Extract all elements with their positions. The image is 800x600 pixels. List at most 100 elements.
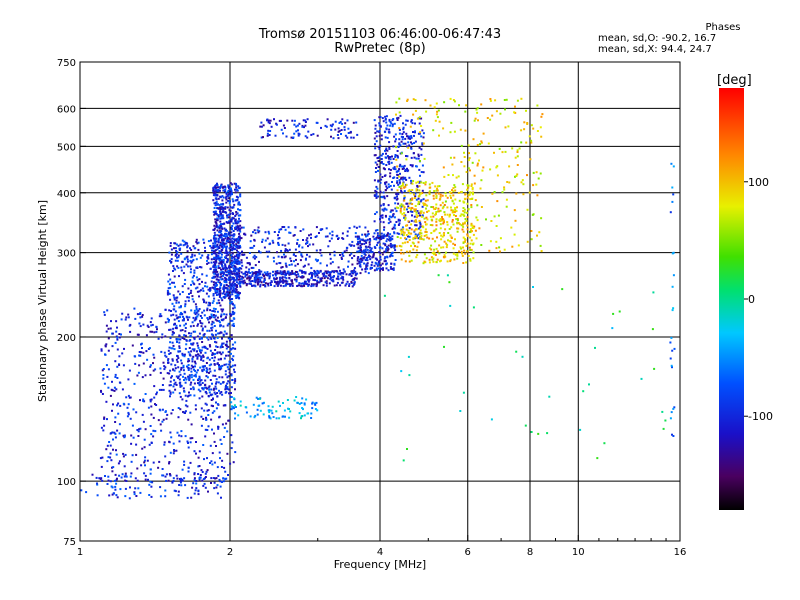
data-point	[198, 348, 201, 351]
data-point	[176, 251, 179, 254]
data-point	[206, 368, 209, 371]
data-point	[393, 166, 396, 169]
data-point	[343, 128, 346, 131]
data-point	[420, 215, 423, 218]
data-point	[476, 219, 479, 222]
data-point	[218, 231, 221, 234]
data-point	[224, 188, 227, 191]
data-point	[187, 358, 190, 360]
data-point	[221, 265, 224, 268]
data-point	[287, 226, 290, 229]
data-point	[138, 428, 141, 431]
data-point	[105, 330, 108, 333]
data-point	[398, 165, 401, 168]
data-point	[399, 144, 402, 147]
data-point	[225, 192, 228, 195]
data-point	[331, 230, 334, 233]
data-point	[169, 474, 172, 477]
data-point	[236, 244, 239, 247]
data-point	[220, 213, 223, 215]
data-point	[315, 226, 318, 229]
data-point	[235, 297, 238, 299]
data-point	[217, 299, 220, 302]
data-point	[362, 250, 365, 253]
data-point	[238, 278, 241, 281]
data-point	[435, 211, 438, 213]
data-point	[294, 248, 297, 251]
data-point	[102, 368, 105, 370]
data-point	[408, 176, 411, 179]
data-point	[387, 156, 390, 159]
data-point	[180, 313, 183, 316]
data-point	[189, 265, 192, 268]
data-point	[221, 259, 223, 262]
data-point	[197, 388, 200, 391]
data-point	[208, 304, 211, 307]
data-point	[110, 388, 113, 391]
data-point	[325, 125, 328, 128]
data-point	[208, 364, 211, 367]
data-point	[417, 153, 420, 156]
data-point	[129, 486, 131, 489]
data-point	[220, 184, 222, 187]
data-point	[454, 207, 457, 209]
data-point	[193, 394, 196, 397]
data-point	[173, 281, 175, 284]
data-point	[198, 354, 201, 357]
data-point	[359, 240, 361, 243]
data-point	[219, 206, 222, 209]
data-point	[417, 233, 420, 236]
data-point	[214, 246, 217, 249]
data-point	[410, 141, 412, 144]
data-point	[220, 233, 223, 235]
data-point	[291, 284, 294, 287]
data-point	[448, 240, 451, 243]
data-point	[411, 214, 413, 217]
data-point	[213, 461, 216, 464]
data-point	[214, 188, 217, 191]
data-point	[397, 193, 400, 196]
data-point	[404, 137, 407, 140]
data-point	[445, 251, 447, 254]
data-point	[183, 379, 185, 381]
data-point	[181, 352, 184, 355]
data-point	[196, 266, 199, 269]
data-point	[109, 444, 112, 447]
data-point	[491, 192, 494, 195]
data-point	[392, 145, 395, 148]
data-point	[214, 393, 217, 396]
data-point	[170, 363, 173, 366]
data-point	[458, 250, 460, 253]
data-point	[220, 225, 223, 228]
data-point	[224, 293, 226, 296]
data-point	[396, 181, 399, 184]
data-point	[414, 208, 417, 211]
data-point	[672, 274, 675, 277]
data-point	[192, 316, 195, 319]
data-point	[130, 460, 133, 463]
data-point	[215, 240, 218, 243]
data-point	[408, 254, 411, 257]
data-point	[249, 272, 252, 274]
data-point	[388, 141, 391, 144]
data-point	[382, 203, 385, 206]
data-point	[165, 473, 168, 476]
data-point	[310, 133, 313, 136]
data-point	[404, 123, 407, 126]
data-point	[204, 428, 207, 431]
data-point	[234, 364, 237, 367]
data-point	[419, 231, 421, 234]
data-point	[236, 284, 238, 287]
data-point	[391, 119, 394, 122]
data-point	[224, 206, 227, 209]
data-point	[293, 123, 296, 126]
data-point	[466, 224, 469, 227]
data-point	[277, 244, 280, 246]
data-point	[499, 112, 502, 115]
data-point	[462, 230, 465, 233]
data-point	[221, 241, 224, 244]
data-point	[472, 242, 475, 245]
data-point	[405, 234, 408, 236]
data-point	[287, 272, 290, 275]
data-point	[210, 316, 213, 319]
